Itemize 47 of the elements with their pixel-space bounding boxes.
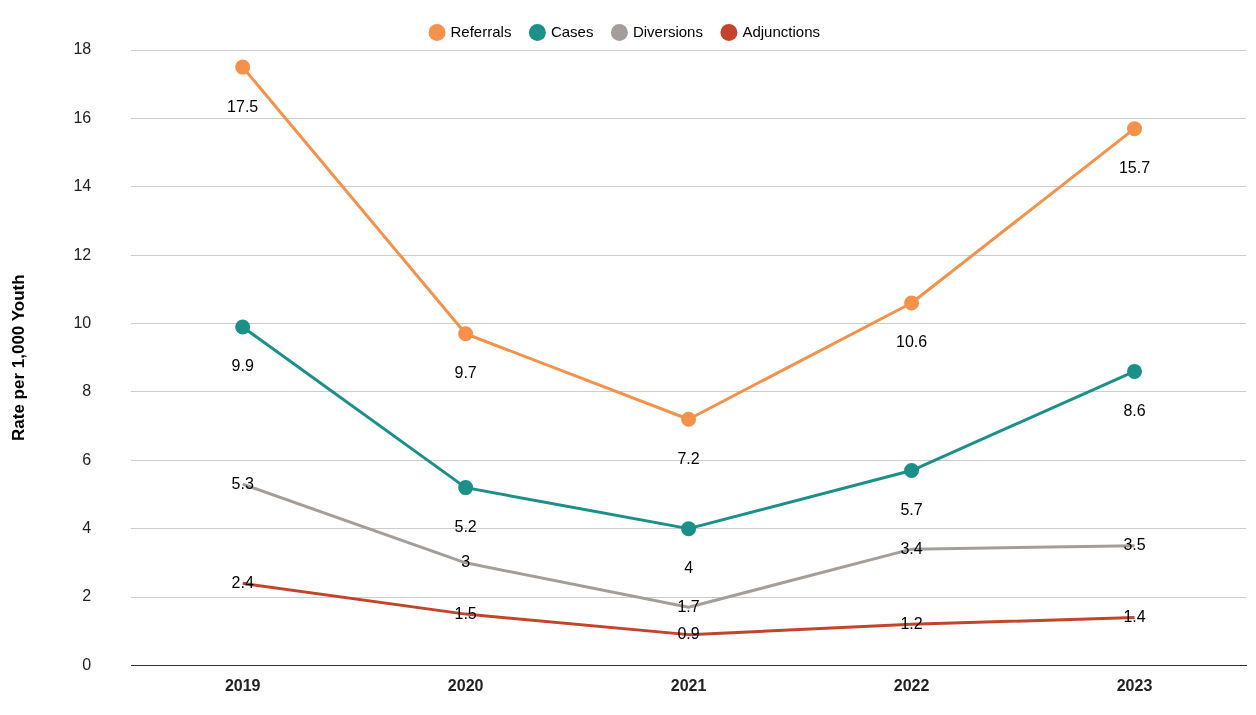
legend-label: Cases bbox=[550, 22, 594, 40]
data-label: 3 bbox=[461, 553, 471, 571]
point bbox=[681, 411, 697, 427]
y-tick-label: 0 bbox=[82, 655, 92, 673]
data-label: 3.5 bbox=[1123, 536, 1146, 554]
data-label: 5.2 bbox=[454, 518, 477, 536]
y-axis-title: Rate per 1,000 Youth bbox=[8, 274, 28, 441]
y-tick-label: 12 bbox=[73, 245, 92, 263]
y-tick-label: 2 bbox=[82, 587, 92, 605]
x-tick-label: 2019 bbox=[224, 677, 261, 695]
x-tick-label: 2023 bbox=[1116, 677, 1153, 695]
data-label: 9.9 bbox=[231, 357, 254, 375]
data-label: 1.7 bbox=[677, 597, 700, 615]
data-label: 4 bbox=[684, 559, 694, 577]
y-tick-label: 6 bbox=[82, 450, 92, 468]
data-label: 2.4 bbox=[231, 573, 254, 591]
y-tick-label: 4 bbox=[82, 519, 92, 537]
data-label: 9.7 bbox=[454, 364, 477, 382]
y-tick-label: 14 bbox=[73, 177, 92, 195]
x-tick-label: 2022 bbox=[893, 677, 930, 695]
x-tick-label: 2021 bbox=[670, 677, 707, 695]
point bbox=[904, 295, 920, 311]
y-tick-label: 16 bbox=[73, 108, 92, 126]
y-tick-label: 10 bbox=[73, 313, 92, 331]
data-label: 1.4 bbox=[1123, 607, 1146, 625]
point bbox=[904, 463, 920, 479]
y-tick-label: 18 bbox=[73, 40, 92, 58]
point bbox=[1127, 363, 1143, 379]
x-tick-label: 2020 bbox=[447, 677, 484, 695]
legend-label: Referrals bbox=[450, 22, 512, 40]
data-label: 5.7 bbox=[900, 500, 923, 518]
data-label: 7.2 bbox=[677, 449, 700, 467]
data-label: 5.3 bbox=[231, 474, 254, 492]
data-label: 17.5 bbox=[227, 97, 259, 115]
point bbox=[458, 480, 474, 496]
y-tick-label: 8 bbox=[82, 382, 92, 400]
data-label: 10.6 bbox=[895, 333, 928, 351]
point bbox=[458, 326, 474, 342]
point bbox=[681, 521, 697, 537]
legend-label: Adjunctions bbox=[742, 22, 820, 40]
point bbox=[1127, 121, 1143, 137]
data-label: 3.4 bbox=[900, 539, 923, 557]
point bbox=[235, 319, 251, 335]
point bbox=[235, 59, 251, 75]
data-label: 8.6 bbox=[1123, 401, 1146, 419]
legend-label: Diversions bbox=[632, 22, 703, 40]
data-label: 15.7 bbox=[1118, 159, 1151, 177]
